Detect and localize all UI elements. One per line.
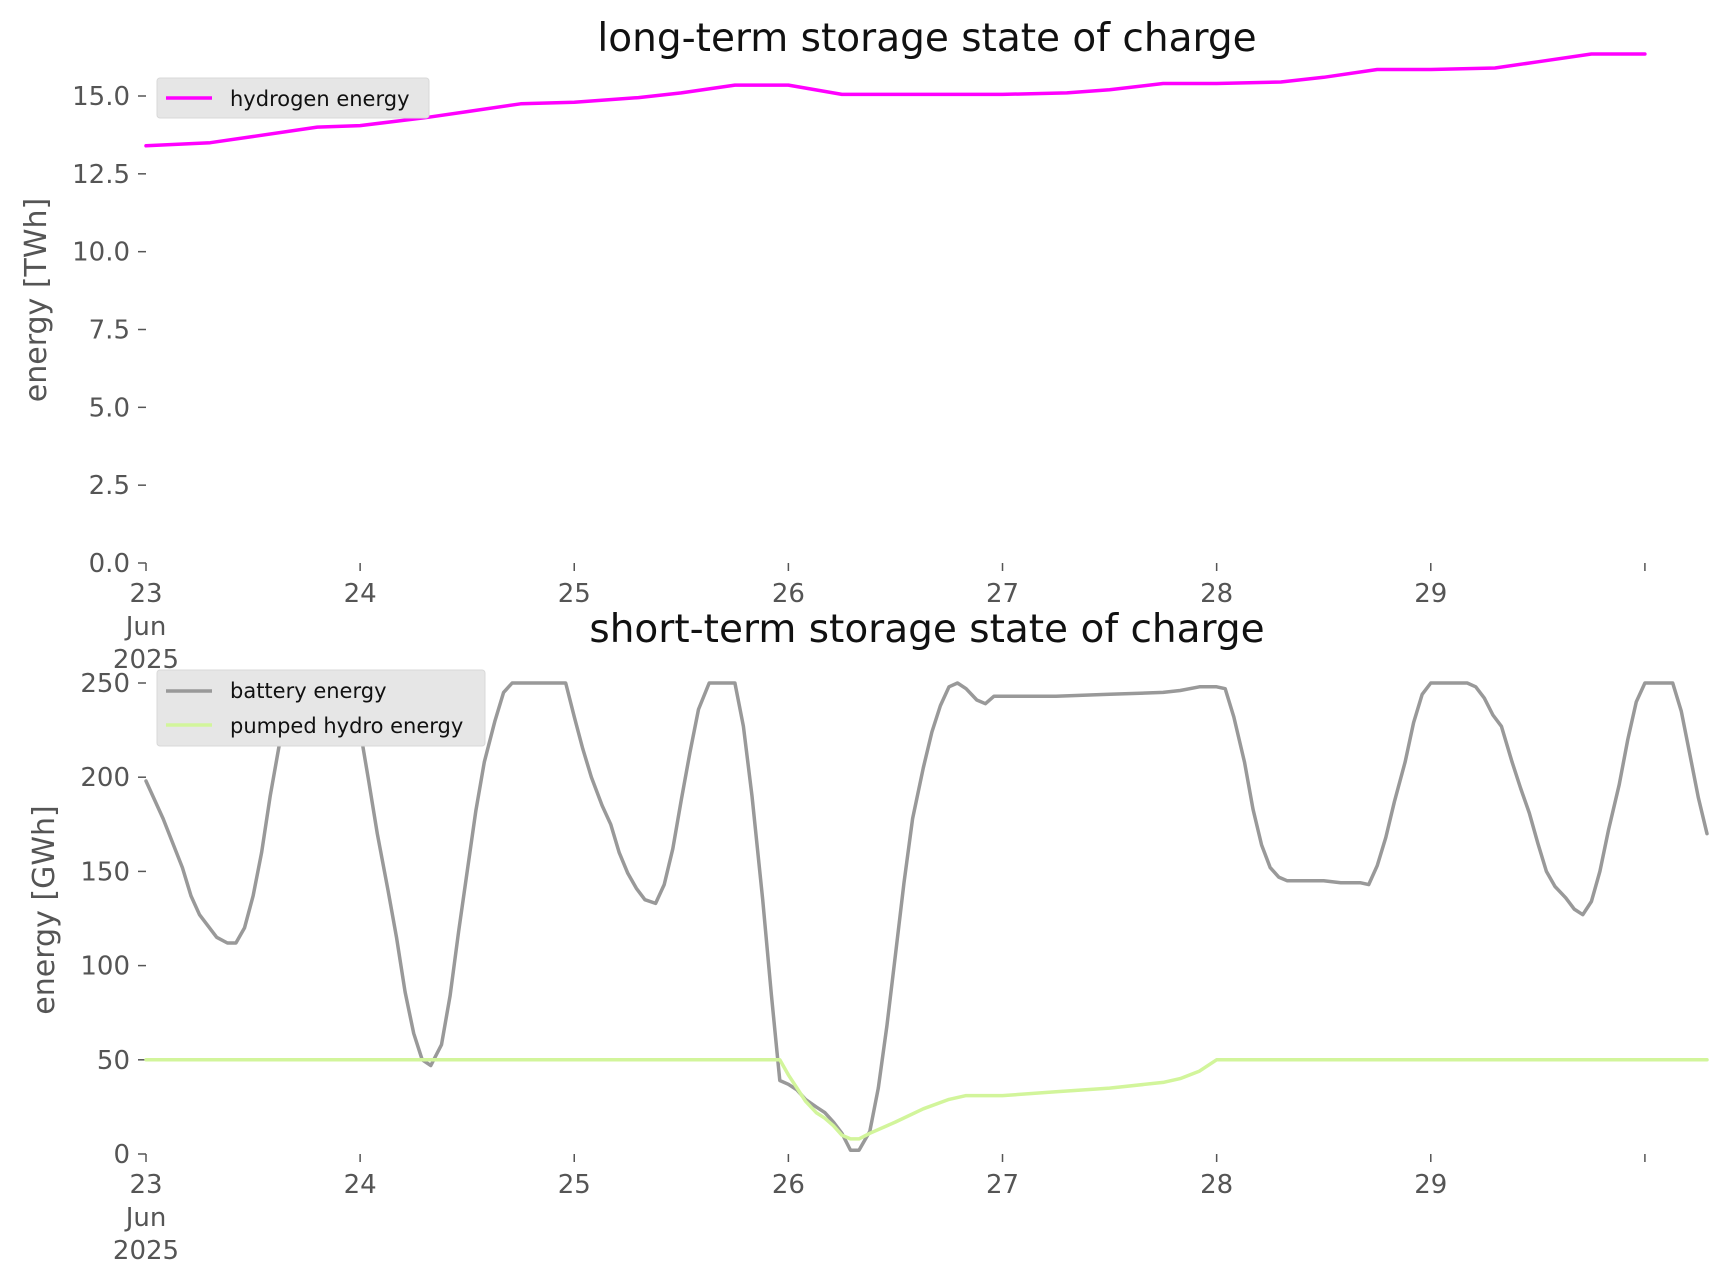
xtick-label: 24 <box>344 1170 377 1200</box>
series-line-battery-energy <box>144 681 1709 1152</box>
chart-bottom-yticks: 0 50 100 150 200 250 <box>80 669 146 1170</box>
chart-bottom-ylabel: energy [GWh] <box>27 805 62 1014</box>
chart-top-series <box>144 52 1647 148</box>
legend-label-pumped-hydro: pumped hydro energy <box>230 714 463 738</box>
xtick-label: 27 <box>986 1170 1019 1200</box>
ytick-label: 50 <box>97 1046 130 1076</box>
chart-top-title: long-term storage state of charge <box>597 16 1256 61</box>
xtick-label: 24 <box>344 579 377 609</box>
legend-box <box>156 77 430 119</box>
xtick-label: 25 <box>558 1170 591 1200</box>
xtick-sublabel: Jun <box>124 1203 167 1233</box>
xtick-label: 29 <box>1414 579 1447 609</box>
ytick-label: 0.0 <box>89 549 130 579</box>
chart-top-yticks: 0.0 2.5 5.0 7.5 10.0 12.5 15.0 <box>72 82 146 579</box>
xtick-label: 26 <box>772 579 805 609</box>
xtick-sublabel: 2025 <box>113 1236 179 1266</box>
ytick-label: 15.0 <box>72 82 130 112</box>
chart-bottom-title: short-term storage state of charge <box>589 607 1264 652</box>
chart-top-legend: hydrogen energy <box>156 77 430 119</box>
chart-top-ylabel: energy [TWh] <box>19 198 54 402</box>
ytick-label: 12.5 <box>72 160 130 190</box>
legend-label-hydrogen: hydrogen energy <box>230 87 410 111</box>
chart-bottom: short-term storage state of charge energ… <box>27 607 1709 1266</box>
xtick-label: 28 <box>1200 1170 1233 1200</box>
series-line-pumped-hydro-energy <box>144 1058 1709 1141</box>
ytick-label: 2.5 <box>89 471 130 501</box>
xtick-label: 26 <box>772 1170 805 1200</box>
xtick-label: 23 <box>129 1170 162 1200</box>
ytick-label: 250 <box>80 669 130 699</box>
xtick-label: 29 <box>1414 1170 1447 1200</box>
xtick-label: 28 <box>1200 579 1233 609</box>
ytick-label: 0 <box>113 1140 130 1170</box>
xtick-label: 23 <box>129 579 162 609</box>
ytick-label: 150 <box>80 857 130 887</box>
xtick-sublabel: Jun <box>124 612 167 642</box>
ytick-label: 5.0 <box>89 393 130 423</box>
chart-bottom-series <box>144 681 1709 1152</box>
series-line-hydrogen-energy <box>144 52 1647 148</box>
xtick-label: 25 <box>558 579 591 609</box>
ytick-label: 100 <box>80 952 130 982</box>
ytick-label: 10.0 <box>72 238 130 268</box>
xtick-label: 27 <box>986 579 1019 609</box>
chart-bottom-legend: battery energy pumped hydro energy <box>156 669 486 747</box>
chart-top: long-term storage state of charge energy… <box>19 16 1647 675</box>
legend-box <box>156 669 486 747</box>
ytick-label: 7.5 <box>89 316 130 346</box>
ytick-label: 200 <box>80 763 130 793</box>
legend-label-battery: battery energy <box>230 679 387 703</box>
